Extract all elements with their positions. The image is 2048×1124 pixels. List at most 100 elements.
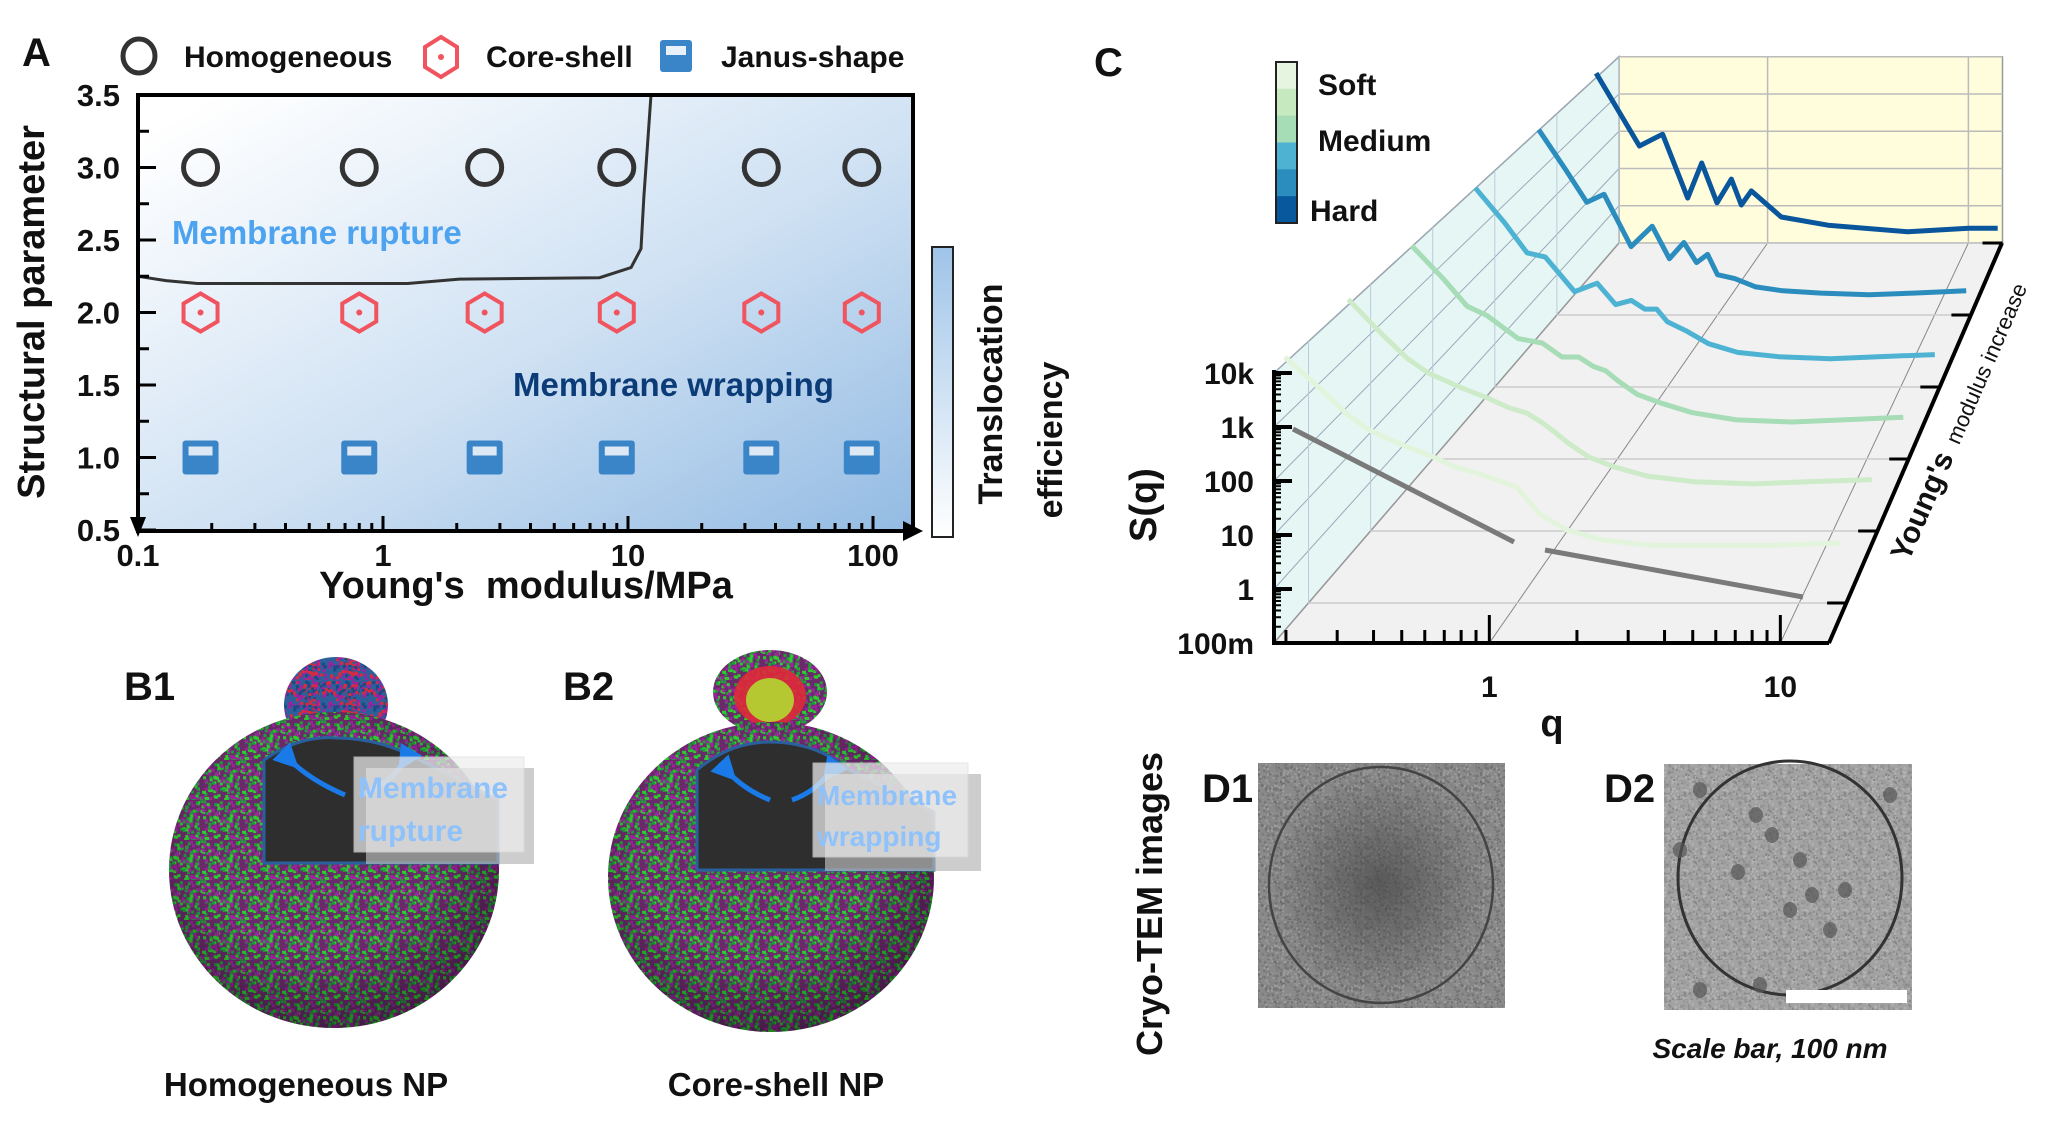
structure-factor-curves xyxy=(1283,71,1998,548)
colorbar-band xyxy=(1276,169,1297,197)
3d-plot-axes: 100m 1 10 100 1k 10k 1 10 xyxy=(1177,241,2004,704)
scale-bar-note: Scale bar, 100 nm xyxy=(1652,1033,1887,1064)
x-axis-label: Young's modulus/MPa xyxy=(319,565,734,607)
colorbar-band xyxy=(1276,88,1297,117)
y-axis-label-sq: S(q) xyxy=(1123,468,1165,542)
sq-curve-5 xyxy=(1593,71,1998,235)
x-axis-label-q: q xyxy=(1540,703,1563,745)
homogeneous-marker xyxy=(741,148,781,187)
side-gridline xyxy=(1273,168,1620,536)
axes: 0.1 1 10 100 0.5 1.0 1.5 2.0 2.5 3.0 3.5 xyxy=(77,78,923,573)
nanoparticle-spot xyxy=(1883,787,1897,803)
y-tick-label: 1 xyxy=(1237,574,1254,607)
nanoparticle-spot xyxy=(1805,887,1819,903)
side-gridline xyxy=(1273,205,1620,590)
homogeneous-np-render: Membrane rupture xyxy=(169,657,534,1028)
b2-box-line1: Membrane xyxy=(817,780,957,811)
phase-boundary-line xyxy=(137,96,653,285)
vesicle-outline xyxy=(1267,765,1495,1005)
legend-label-homogeneous: Homogeneous xyxy=(184,41,392,74)
circle-marker-icon xyxy=(120,36,158,76)
sq-curve-1 xyxy=(1346,297,1872,487)
y-tick-label: 1k xyxy=(1221,412,1255,445)
nanoparticle-core xyxy=(746,678,794,722)
hexagon-dot-center xyxy=(438,54,444,60)
sq-curve-4 xyxy=(1536,128,1967,298)
panel-label-c: C xyxy=(1094,41,1123,85)
y-tick-label: 10 xyxy=(1221,520,1254,553)
nanoparticle-spot xyxy=(1823,922,1837,938)
x-tick-label: 100 xyxy=(847,538,899,573)
y-tick-label: 3.5 xyxy=(77,78,120,113)
side-gridline xyxy=(1273,93,1620,428)
panel-label-b1: B1 xyxy=(124,665,175,709)
janus-square-marker-icon xyxy=(660,40,692,72)
side-gridline xyxy=(1273,130,1620,482)
nanoparticle-spot xyxy=(1793,852,1807,868)
cryo-tem-image-d2 xyxy=(1664,759,1912,1010)
panel-c: C 100m 1 10 100 1k 10k 1 10 Soft Medium Hard S(… xyxy=(1094,41,2032,745)
nanoparticle-spot xyxy=(1838,882,1852,898)
core-shell-marker xyxy=(842,291,881,334)
b2-caption: Core-shell NP xyxy=(668,1066,884,1103)
floor-gridline xyxy=(1488,242,1768,644)
b2-box-line2: wrapping xyxy=(816,821,941,852)
sq-curve-0 xyxy=(1283,355,1841,548)
nanoparticle-spot xyxy=(1693,782,1707,798)
guide-line xyxy=(1291,426,1516,545)
y-tick-label: 1.0 xyxy=(77,441,120,476)
x-tick-label: 1 xyxy=(374,538,391,573)
y-tick-label: 10k xyxy=(1204,358,1254,391)
panel-d: Cryo-TEM images D1 D2 Scale bar, 100 nm xyxy=(1129,752,1912,1064)
y-axis-arrow-icon xyxy=(130,517,146,537)
janus-marker xyxy=(743,440,780,475)
y-tick-label: 100m xyxy=(1177,628,1254,661)
homogeneous-marker xyxy=(842,148,882,187)
y-axis-label: Structural parameter xyxy=(11,125,53,499)
colorbar-band xyxy=(1276,196,1297,224)
phase-diagram-marks xyxy=(137,96,882,475)
nanoparticle-spot xyxy=(1693,982,1707,998)
guide-line xyxy=(1544,547,1804,600)
y-tick-label: 2.0 xyxy=(77,296,120,331)
legend-label-janus: Janus-shape xyxy=(721,41,904,74)
homogeneous-marker xyxy=(181,148,221,187)
panel-label-d2: D2 xyxy=(1604,767,1655,811)
core-shell-marker xyxy=(181,291,220,334)
colorbar-band xyxy=(1276,115,1297,143)
side-gridline xyxy=(1273,56,1620,374)
y-tick-label: 100 xyxy=(1204,466,1254,499)
colorbar-label-line1: Translocation xyxy=(972,283,1010,504)
janus-marker xyxy=(598,440,635,475)
panel-label-b2: B2 xyxy=(563,665,614,709)
colorbar-label-hard: Hard xyxy=(1310,195,1378,228)
y-tick-label: 3.0 xyxy=(77,151,120,186)
panel-b: B1 B2 Membrane rupture Homogeneous NP xyxy=(124,650,981,1103)
colorbar-label-line2: efficiency xyxy=(1032,361,1070,518)
homogeneous-marker xyxy=(339,148,379,187)
nanoparticle-spot xyxy=(1731,864,1745,880)
nanoparticle-spot xyxy=(1673,842,1687,858)
stiffness-colorbar xyxy=(1275,61,1298,224)
core-shell-np-render: Membrane wrapping xyxy=(608,650,981,1032)
homogeneous-marker xyxy=(465,148,505,187)
core-shell-marker xyxy=(465,291,504,334)
3d-plot-walls xyxy=(1272,54,2004,646)
membrane-arrow-left-icon xyxy=(710,754,771,803)
scale-bar xyxy=(1786,990,1907,1003)
floor-gridline xyxy=(1779,242,1969,644)
nanoparticle-spot xyxy=(1783,902,1797,918)
nanoparticle-spot xyxy=(1765,827,1779,843)
core-shell-marker xyxy=(597,291,636,334)
x-tick-label: 10 xyxy=(611,538,645,573)
region-label-rupture: Membrane rupture xyxy=(172,214,462,251)
nanoparticle-spot xyxy=(1749,807,1763,823)
phase-diagram-background xyxy=(138,95,913,531)
colorbar-band xyxy=(1276,62,1297,90)
panel-a: A Homogeneous Core-shell Janus-shape Mem… xyxy=(11,31,1070,607)
panel-label-d1: D1 xyxy=(1202,767,1253,811)
translocation-colorbar xyxy=(931,246,954,538)
x-tick-label: 1 xyxy=(1481,671,1498,704)
janus-marker xyxy=(182,440,219,475)
